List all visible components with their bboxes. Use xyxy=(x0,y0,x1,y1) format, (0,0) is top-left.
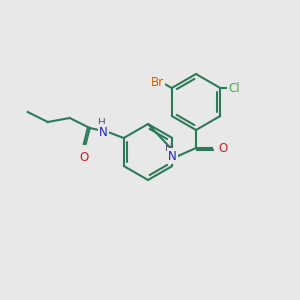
Text: N: N xyxy=(99,125,108,139)
Text: O: O xyxy=(79,151,88,164)
Text: Cl: Cl xyxy=(228,82,240,94)
Text: H: H xyxy=(165,143,173,153)
Text: N: N xyxy=(168,149,177,163)
Text: Br: Br xyxy=(151,76,164,89)
Text: H: H xyxy=(98,118,106,128)
Text: O: O xyxy=(218,142,227,154)
